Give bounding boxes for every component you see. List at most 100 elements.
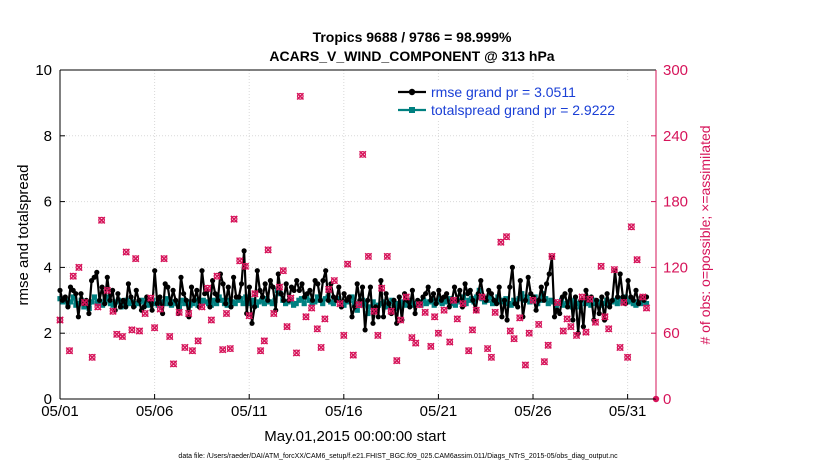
obs-assimilated-marker: [307, 304, 316, 312]
rmse-point: [378, 278, 384, 284]
rmse-point: [265, 297, 271, 303]
rmse-point: [78, 291, 84, 297]
rmse-point: [620, 294, 626, 300]
rmse-point: [223, 301, 229, 307]
rmse-point: [294, 278, 300, 284]
obs-assimilated-marker: [572, 331, 581, 340]
obs-possible-marker: [472, 306, 480, 314]
obs-assimilated-marker: [131, 254, 140, 263]
obs-assimilated-marker: [292, 349, 301, 357]
totalspread-point: [312, 299, 318, 305]
obs-possible-marker: [103, 287, 111, 294]
rmse-point: [444, 291, 450, 297]
obs-possible-marker: [141, 310, 149, 317]
obs-assimilated-marker: [65, 347, 74, 355]
obs-possible-marker: [516, 314, 524, 322]
totalspread-point: [383, 304, 389, 310]
obs-assimilated-marker: [502, 232, 511, 241]
rmse-point: [128, 294, 134, 300]
totalspread-point: [68, 299, 74, 305]
rmse-point: [154, 301, 160, 307]
rmse-point: [494, 301, 500, 307]
obs-assimilated-marker: [430, 313, 439, 321]
totalspread-point: [628, 297, 634, 303]
obs-assimilated-marker: [287, 294, 295, 302]
rmse-point: [228, 304, 234, 310]
chart-title-line2: ACARS_V_WIND_COMPONENT @ 313 hPa: [269, 48, 554, 64]
totalspread-point: [110, 302, 116, 308]
rmse-point: [599, 294, 605, 300]
obs-possible-marker: [383, 252, 391, 260]
obs-possible-marker: [321, 315, 329, 323]
obs-possible-marker: [567, 323, 575, 331]
obs-possible-marker: [181, 344, 189, 351]
obs-assimilated-marker: [578, 293, 586, 301]
obs-assimilated-marker: [213, 272, 221, 280]
rmse-point: [281, 297, 287, 303]
rmse-point: [462, 281, 468, 287]
obs-possible-marker: [601, 313, 609, 321]
totalspread-point: [378, 301, 384, 307]
rmse-point: [181, 291, 187, 297]
obs-possible-marker: [75, 264, 83, 271]
totalspread-point: [235, 297, 241, 303]
rmse-point: [291, 287, 297, 293]
y-right-tick-label: 60: [663, 325, 680, 342]
obs-assimilated-marker: [296, 92, 305, 101]
obs-assimilated-marker: [279, 266, 287, 275]
totalspread-point: [508, 302, 514, 308]
obs-assimilated-marker: [181, 343, 189, 352]
totalspread-point: [182, 301, 188, 307]
obs-assimilated-marker: [491, 308, 499, 317]
rmse-point: [62, 294, 68, 300]
obs-possible-marker: [435, 329, 442, 337]
rmse-point: [423, 291, 429, 297]
legend-rmse-label: rmse grand pr = 3.0511: [431, 84, 576, 100]
obs-possible-marker: [264, 246, 272, 254]
rmse-point: [391, 297, 397, 303]
rmse-point: [157, 294, 163, 300]
obs-assimilated-marker: [264, 246, 272, 254]
rmse-point: [365, 297, 371, 303]
rmse-point: [315, 281, 321, 287]
obs-assimilated-marker: [487, 353, 496, 362]
totalspread-point: [99, 302, 106, 308]
obs-assimilated-marker: [80, 298, 89, 307]
rmse-point: [349, 314, 355, 320]
obs-possible-marker: [276, 283, 283, 291]
obs-assimilated-marker: [94, 303, 102, 311]
rmse-point: [99, 284, 105, 290]
totalspread-point: [200, 297, 206, 303]
rmse-point: [307, 287, 313, 293]
obs-possible-marker: [226, 345, 234, 353]
obs-possible-marker: [397, 316, 405, 324]
obs-possible-marker: [450, 296, 457, 304]
totalspread-point: [381, 299, 387, 305]
totalspread-point: [588, 302, 594, 308]
totalspread-point: [365, 310, 371, 317]
rmse-point: [562, 291, 568, 297]
totalspread-point: [73, 302, 79, 308]
obs-possible-marker: [147, 294, 155, 302]
obs-assimilated-marker: [586, 295, 594, 303]
rmse-point: [65, 304, 71, 310]
obs-possible-marker: [230, 215, 238, 223]
rmse-point: [533, 307, 539, 313]
totalspread-point: [293, 301, 299, 307]
totalspread-point: [596, 299, 602, 305]
totalspread-point: [633, 302, 639, 308]
obs-possible-marker: [330, 277, 338, 285]
totalspread-point: [367, 304, 374, 310]
obs-assimilated-marker: [544, 341, 552, 349]
rmse-point: [173, 297, 179, 303]
totalspread-point: [617, 296, 623, 302]
rmse-point: [499, 314, 505, 320]
rmse-point: [336, 284, 342, 290]
obs-assimilated-marker: [620, 298, 628, 307]
obs-possible-marker: [643, 304, 650, 312]
obs-assimilated-marker: [563, 315, 571, 323]
obs-possible-marker: [446, 338, 454, 346]
rmse-point: [557, 310, 563, 317]
obs-possible-marker: [302, 313, 310, 321]
